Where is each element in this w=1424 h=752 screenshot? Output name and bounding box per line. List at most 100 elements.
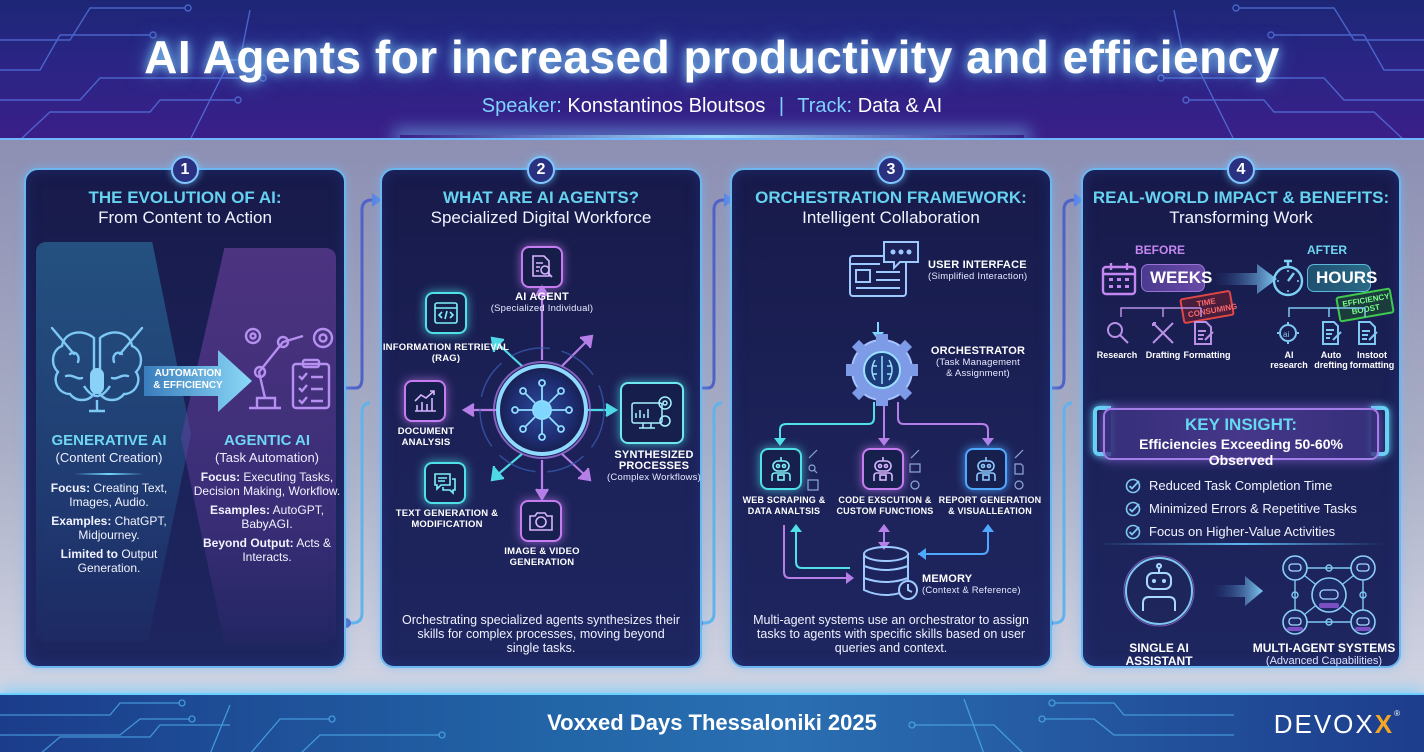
panel-description: Multi-agent systems use an orchestrator … xyxy=(753,613,1029,655)
user-interface-icon xyxy=(849,241,919,297)
logo-x: X xyxy=(1374,709,1395,739)
tool-icons-report xyxy=(1014,449,1024,490)
information-retrieval-tile xyxy=(425,292,467,334)
event-name: Voxxed Days Thessaloniki 2025 xyxy=(547,710,877,735)
orchestrator-sub1: (Task Management xyxy=(936,357,1020,368)
panel-title: THE EVOLUTION OF AI: xyxy=(88,188,282,207)
panel-title: ORCHESTRATION FRAMEWORK: xyxy=(755,188,1027,207)
single-to-multi-arrow-icon xyxy=(1213,576,1263,606)
ai-agent-label: AI AGENT (Specialized Individual) xyxy=(462,292,622,315)
memory-label: MEMORY (Context & Reference) xyxy=(922,573,1032,597)
automation-arrow-icon xyxy=(144,350,252,412)
before-after-arrow-icon xyxy=(1213,264,1277,294)
panel-orchestration-framework: 3 ORCHESTRATION FRAMEWORK: Intelligent C… xyxy=(730,156,1052,668)
chat-bubbles-icon xyxy=(434,473,456,495)
robot-arm-gears-checklist-icon xyxy=(244,327,334,410)
benefit-text: Focus on Higher-Value Activities xyxy=(1149,524,1336,539)
code-window-icon xyxy=(434,302,458,324)
agentic-ai-column: AGENTIC AI (Task Automation) Focus: Exec… xyxy=(192,432,342,564)
report-generation-agent-tile xyxy=(965,448,1007,490)
code-execution-agent-tile xyxy=(862,448,904,490)
synthesized-sub: (Complex Workflows) xyxy=(607,472,701,483)
text-generation-label: TEXT GENERATION & MODIFICATION xyxy=(395,508,499,530)
key-insight-box: KEY INSIGHT: Efficiencies Exceeding 50-6… xyxy=(1103,408,1379,468)
agentic-ai-subheading: (Task Automation) xyxy=(214,450,320,465)
focus-text: Creating Text, Images, Audio. xyxy=(69,481,168,509)
ui-sub: (Simplified Interaction) xyxy=(928,271,1028,282)
limit-label: Limited to xyxy=(60,547,118,561)
agentic-ai-heading: AGENTIC AI xyxy=(223,432,311,449)
key-insight-value: Efficiencies Exceeding 50-60% Observed xyxy=(1139,436,1343,468)
web-scraping-label: WEB SCRAPING & DATA ANALTSIS xyxy=(734,495,834,517)
robot-icon xyxy=(771,457,791,481)
page-title: AI Agents for increased productivity and… xyxy=(144,31,1280,83)
generative-ai-heading: GENERATIVE AI xyxy=(51,432,167,449)
memory-database-icon xyxy=(863,546,918,600)
camera-icon xyxy=(529,512,553,531)
speaker-name: Konstantinos Bloutsos xyxy=(567,95,766,117)
orchestrator-title: ORCHESTRATOR xyxy=(930,345,1026,357)
automation-efficiency-label: AUTOMATION & EFFICIENCY xyxy=(148,368,228,392)
ui-title: USER INTERFACE xyxy=(928,259,1027,271)
document-analysis-label: DOCUMENT ANALYSIS xyxy=(397,426,455,448)
check-circle-icon xyxy=(1125,478,1141,493)
benefit-text: Reduced Task Completion Time xyxy=(1149,478,1333,493)
logo-registered: ® xyxy=(1394,709,1402,718)
examples-label: Examples: xyxy=(51,514,112,528)
chart-growth-icon xyxy=(414,390,436,412)
arrow-label-line2: & EFFICIENCY xyxy=(153,380,223,391)
connector-1-2 xyxy=(341,193,380,628)
web-scraping-line2: DATA ANALTSIS xyxy=(747,506,821,516)
step-badge: 2 xyxy=(527,156,555,184)
check-circle-icon xyxy=(1125,524,1141,539)
circuit-decoration-left xyxy=(0,4,267,138)
synthesized-title: SYNTHESIZED PROCESSES xyxy=(614,449,694,472)
user-interface-label: USER INTERFACE (Simplified Interaction) xyxy=(928,259,1038,283)
circuit-decoration-right xyxy=(1157,4,1424,138)
drafting-pencil-ruler-icon xyxy=(1152,322,1174,344)
track-label: Track: xyxy=(797,95,853,117)
speaker-track-line: Speaker: Konstantinos Bloutsos | Track: … xyxy=(0,95,1424,118)
agentic-ai-focus: Focus: Executing Tasks, Decision Making,… xyxy=(192,470,342,498)
panel-description: Orchestrating specialized agents synthes… xyxy=(402,613,680,655)
generative-ai-focus: Focus: Creating Text, Images, Audio. xyxy=(34,481,184,509)
document-search-icon xyxy=(532,255,553,278)
panel-subtitle: Intelligent Collaboration xyxy=(802,208,980,227)
synthesized-processes-label: SYNTHESIZED PROCESSES (Complex Workflows… xyxy=(604,449,704,484)
code-execution-line1: CODE EXSCUTION & xyxy=(838,495,932,505)
benefit-item: Reduced Task Completion Time xyxy=(1125,474,1357,497)
before-label: BEFORE xyxy=(1135,243,1186,257)
beyond-label: Beyond Output: xyxy=(202,536,294,550)
panel-evolution-of-ai: 1 THE EVOLUTION OF AI: From Content to A… xyxy=(24,156,346,668)
calendar-icon xyxy=(1101,263,1137,296)
task-instant-formatting: Instoot formatting xyxy=(1349,350,1395,370)
insight-bracket-left xyxy=(1093,406,1111,456)
step-badge: 1 xyxy=(171,156,199,184)
insight-bracket-right xyxy=(1371,406,1389,456)
footer: Voxxed Days Thessaloniki 2025 DEVOXX® xyxy=(0,693,1424,752)
web-scraping-agent-tile xyxy=(760,448,802,490)
examples-text: ChatGPT, Midjourney. xyxy=(78,514,167,542)
benefits-list: Reduced Task Completion Time Minimized E… xyxy=(1125,474,1357,543)
memory-sub: (Context & Reference) xyxy=(922,585,1021,596)
ai-agent-tile xyxy=(521,246,563,288)
panel-title: WHAT ARE AI AGENTS? xyxy=(442,188,640,207)
separator: | xyxy=(778,95,785,117)
main-content: 1 THE EVOLUTION OF AI: From Content to A… xyxy=(0,140,1424,693)
orchestration-flow xyxy=(774,241,994,600)
ai-agent-sub: (Specialized Individual) xyxy=(490,303,594,314)
auto-drafting-icon xyxy=(1322,321,1342,345)
footer-circuit-left xyxy=(0,699,446,752)
devoxx-logo: DEVOXX® xyxy=(1274,709,1402,740)
panel-subtitle: Specialized Digital Workforce xyxy=(430,208,652,227)
focus-label: Focus: xyxy=(200,470,241,484)
memory-title: MEMORY xyxy=(922,573,973,585)
limit-text: Output Generation. xyxy=(77,547,158,575)
multi-agent-systems-label: MULTI-AGENT SYSTEMS (Advanced Capabiliti… xyxy=(1249,642,1399,668)
agentic-ai-beyond: Beyond Output: Acts & Interacts. xyxy=(192,536,342,564)
robot-icon xyxy=(976,457,996,481)
document-analysis-tile xyxy=(404,380,446,422)
panel-real-world-impact: 4 REAL-WORLD IMPACT & BENEFITS: Transfor… xyxy=(1081,156,1401,668)
single-ai-assistant-label: SINGLE AI ASSISTANT xyxy=(1119,642,1199,668)
task-auto-drafting: Auto drefting xyxy=(1314,350,1348,370)
